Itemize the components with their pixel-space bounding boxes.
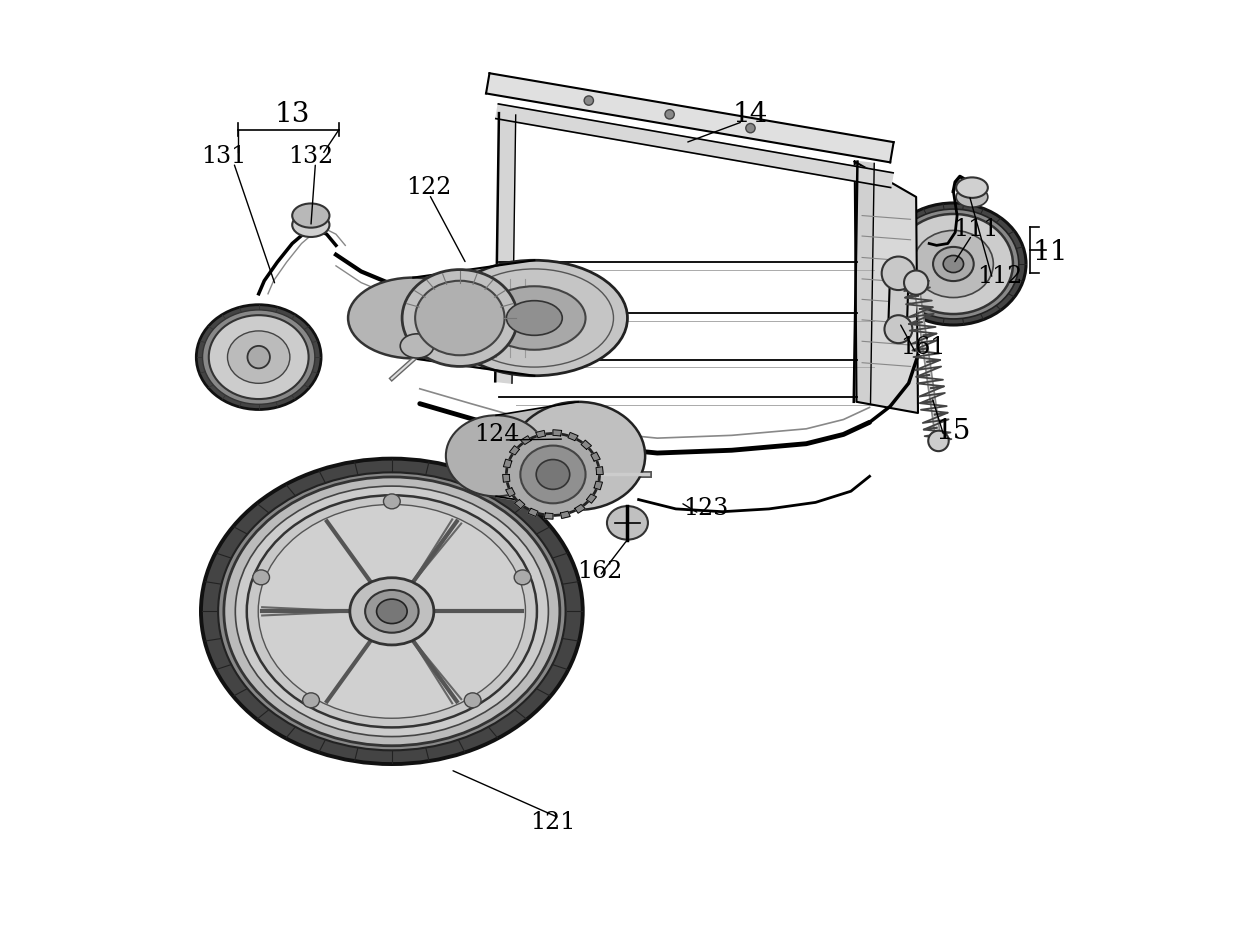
- Polygon shape: [575, 504, 585, 513]
- Ellipse shape: [606, 506, 649, 540]
- Ellipse shape: [515, 570, 531, 585]
- Polygon shape: [596, 467, 603, 474]
- Ellipse shape: [377, 599, 407, 624]
- Polygon shape: [568, 432, 578, 441]
- Text: 132: 132: [288, 146, 334, 168]
- Text: 111: 111: [954, 218, 998, 241]
- Ellipse shape: [253, 570, 269, 585]
- Ellipse shape: [293, 213, 330, 237]
- Ellipse shape: [464, 693, 481, 708]
- Polygon shape: [853, 162, 874, 403]
- Ellipse shape: [956, 177, 988, 198]
- Polygon shape: [536, 431, 546, 438]
- Ellipse shape: [350, 578, 434, 645]
- Polygon shape: [496, 104, 893, 188]
- Ellipse shape: [224, 477, 559, 745]
- Ellipse shape: [894, 214, 1013, 314]
- Ellipse shape: [511, 402, 645, 510]
- Ellipse shape: [506, 301, 562, 335]
- Ellipse shape: [932, 247, 973, 281]
- Polygon shape: [594, 481, 603, 489]
- Text: 13: 13: [274, 102, 310, 129]
- Polygon shape: [510, 446, 520, 455]
- Text: 161: 161: [900, 336, 945, 360]
- Ellipse shape: [227, 331, 290, 383]
- Ellipse shape: [506, 433, 599, 516]
- Circle shape: [884, 315, 913, 343]
- Ellipse shape: [914, 231, 993, 298]
- Ellipse shape: [348, 277, 479, 359]
- Polygon shape: [495, 113, 516, 383]
- Circle shape: [904, 271, 929, 295]
- Ellipse shape: [536, 460, 569, 489]
- Polygon shape: [544, 513, 553, 519]
- Circle shape: [665, 109, 675, 119]
- Polygon shape: [502, 474, 510, 482]
- Text: 11: 11: [1033, 239, 1068, 266]
- Polygon shape: [553, 430, 562, 436]
- Polygon shape: [506, 488, 515, 497]
- Ellipse shape: [247, 495, 537, 728]
- Text: 112: 112: [977, 264, 1023, 288]
- Ellipse shape: [258, 504, 526, 718]
- Text: 124: 124: [475, 423, 520, 446]
- Text: 14: 14: [733, 102, 768, 129]
- Polygon shape: [888, 274, 909, 329]
- Ellipse shape: [446, 416, 547, 496]
- Ellipse shape: [401, 333, 434, 358]
- Circle shape: [745, 123, 755, 133]
- Ellipse shape: [365, 590, 419, 632]
- Ellipse shape: [521, 446, 585, 503]
- Ellipse shape: [202, 310, 315, 404]
- Ellipse shape: [293, 204, 330, 228]
- Polygon shape: [854, 162, 918, 413]
- Circle shape: [584, 96, 594, 106]
- Text: 15: 15: [936, 418, 971, 446]
- Ellipse shape: [484, 286, 585, 349]
- Circle shape: [929, 431, 949, 451]
- Text: 123: 123: [683, 498, 728, 520]
- Ellipse shape: [236, 486, 548, 737]
- Circle shape: [248, 346, 270, 368]
- Text: 121: 121: [531, 812, 575, 834]
- Ellipse shape: [218, 473, 565, 750]
- Polygon shape: [560, 511, 570, 518]
- Ellipse shape: [944, 256, 963, 273]
- Polygon shape: [503, 460, 512, 468]
- Ellipse shape: [196, 304, 321, 409]
- Ellipse shape: [441, 261, 627, 375]
- Ellipse shape: [415, 281, 505, 355]
- Ellipse shape: [208, 315, 309, 399]
- Ellipse shape: [402, 270, 517, 366]
- Circle shape: [882, 257, 915, 290]
- Polygon shape: [486, 73, 894, 163]
- Ellipse shape: [956, 187, 988, 207]
- Polygon shape: [587, 494, 596, 503]
- Ellipse shape: [880, 203, 1025, 325]
- Polygon shape: [582, 440, 591, 449]
- Text: 131: 131: [202, 146, 247, 168]
- Ellipse shape: [888, 209, 1019, 318]
- Polygon shape: [590, 452, 600, 461]
- Ellipse shape: [303, 693, 320, 708]
- Text: 162: 162: [577, 559, 622, 583]
- Polygon shape: [521, 436, 531, 445]
- Text: 122: 122: [407, 177, 451, 199]
- Ellipse shape: [201, 459, 583, 764]
- Polygon shape: [515, 500, 525, 509]
- Ellipse shape: [383, 494, 401, 509]
- Polygon shape: [528, 508, 538, 517]
